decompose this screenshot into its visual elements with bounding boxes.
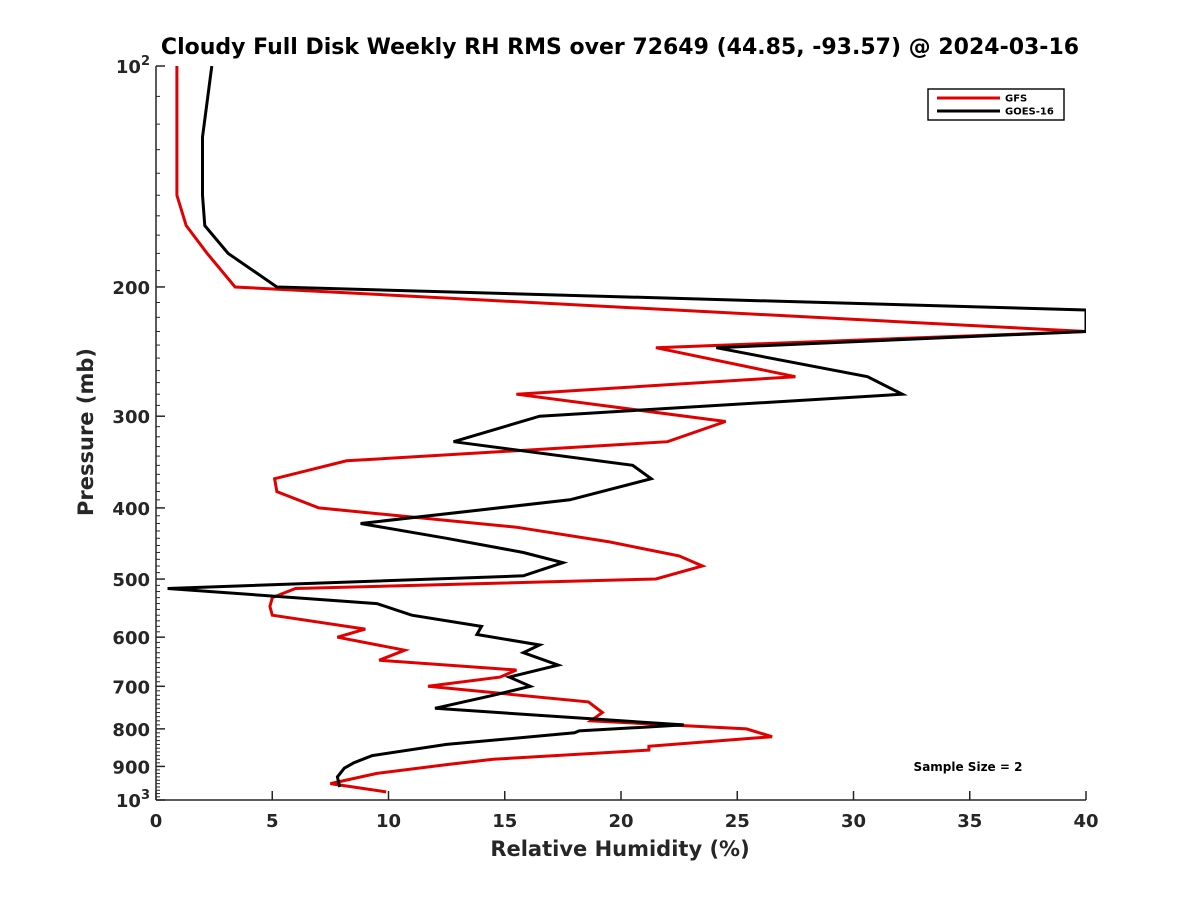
x-tick-label: 10 (376, 811, 401, 832)
y-axis-label: Pressure (mb) (74, 348, 98, 516)
legend-box (927, 88, 1065, 121)
x-tick-label: 35 (957, 811, 982, 832)
x-tick-label: 20 (608, 811, 633, 832)
chart-title: Cloudy Full Disk Weekly RH RMS over 7264… (161, 35, 1079, 60)
legend-label-gfs: GFS (1005, 94, 1027, 105)
x-axis-label: Relative Humidity (%) (490, 837, 749, 861)
series-line-gfs (175, 66, 1086, 794)
y-tick-label: 700 (112, 677, 150, 698)
y-tick-label: 900 (112, 757, 150, 778)
series-lines (167, 66, 1086, 794)
y-tick-label: 400 (112, 499, 150, 520)
x-tick-label: 5 (266, 811, 279, 832)
series-line-goes16 (167, 66, 1086, 788)
legend: GFS GOES-16 (927, 88, 1065, 121)
plot-area: 0 5 10 15 20 25 30 35 40 102 200 300 400 500 600 700 800… (112, 54, 1098, 832)
y-tick-label: 103 (116, 788, 150, 812)
x-tick-label: 0 (150, 811, 163, 832)
x-tick-label: 40 (1073, 811, 1098, 832)
axes: 0 5 10 15 20 25 30 35 40 102 200 300 400 500 600 700 800… (112, 54, 1098, 832)
y-tick-label: 800 (112, 720, 150, 741)
sample-size-annotation: Sample Size = 2 (914, 760, 1023, 774)
y-tick-label: 200 (112, 278, 150, 299)
x-tick-label: 15 (492, 811, 517, 832)
y-tick-label: 600 (112, 628, 150, 649)
y-tick-label: 300 (112, 407, 150, 428)
x-tick-label: 25 (725, 811, 750, 832)
y-tick-label: 500 (112, 570, 150, 591)
y-tick-label: 102 (116, 54, 150, 78)
x-tick-label: 30 (841, 811, 866, 832)
legend-label-goes16: GOES-16 (1005, 107, 1054, 118)
